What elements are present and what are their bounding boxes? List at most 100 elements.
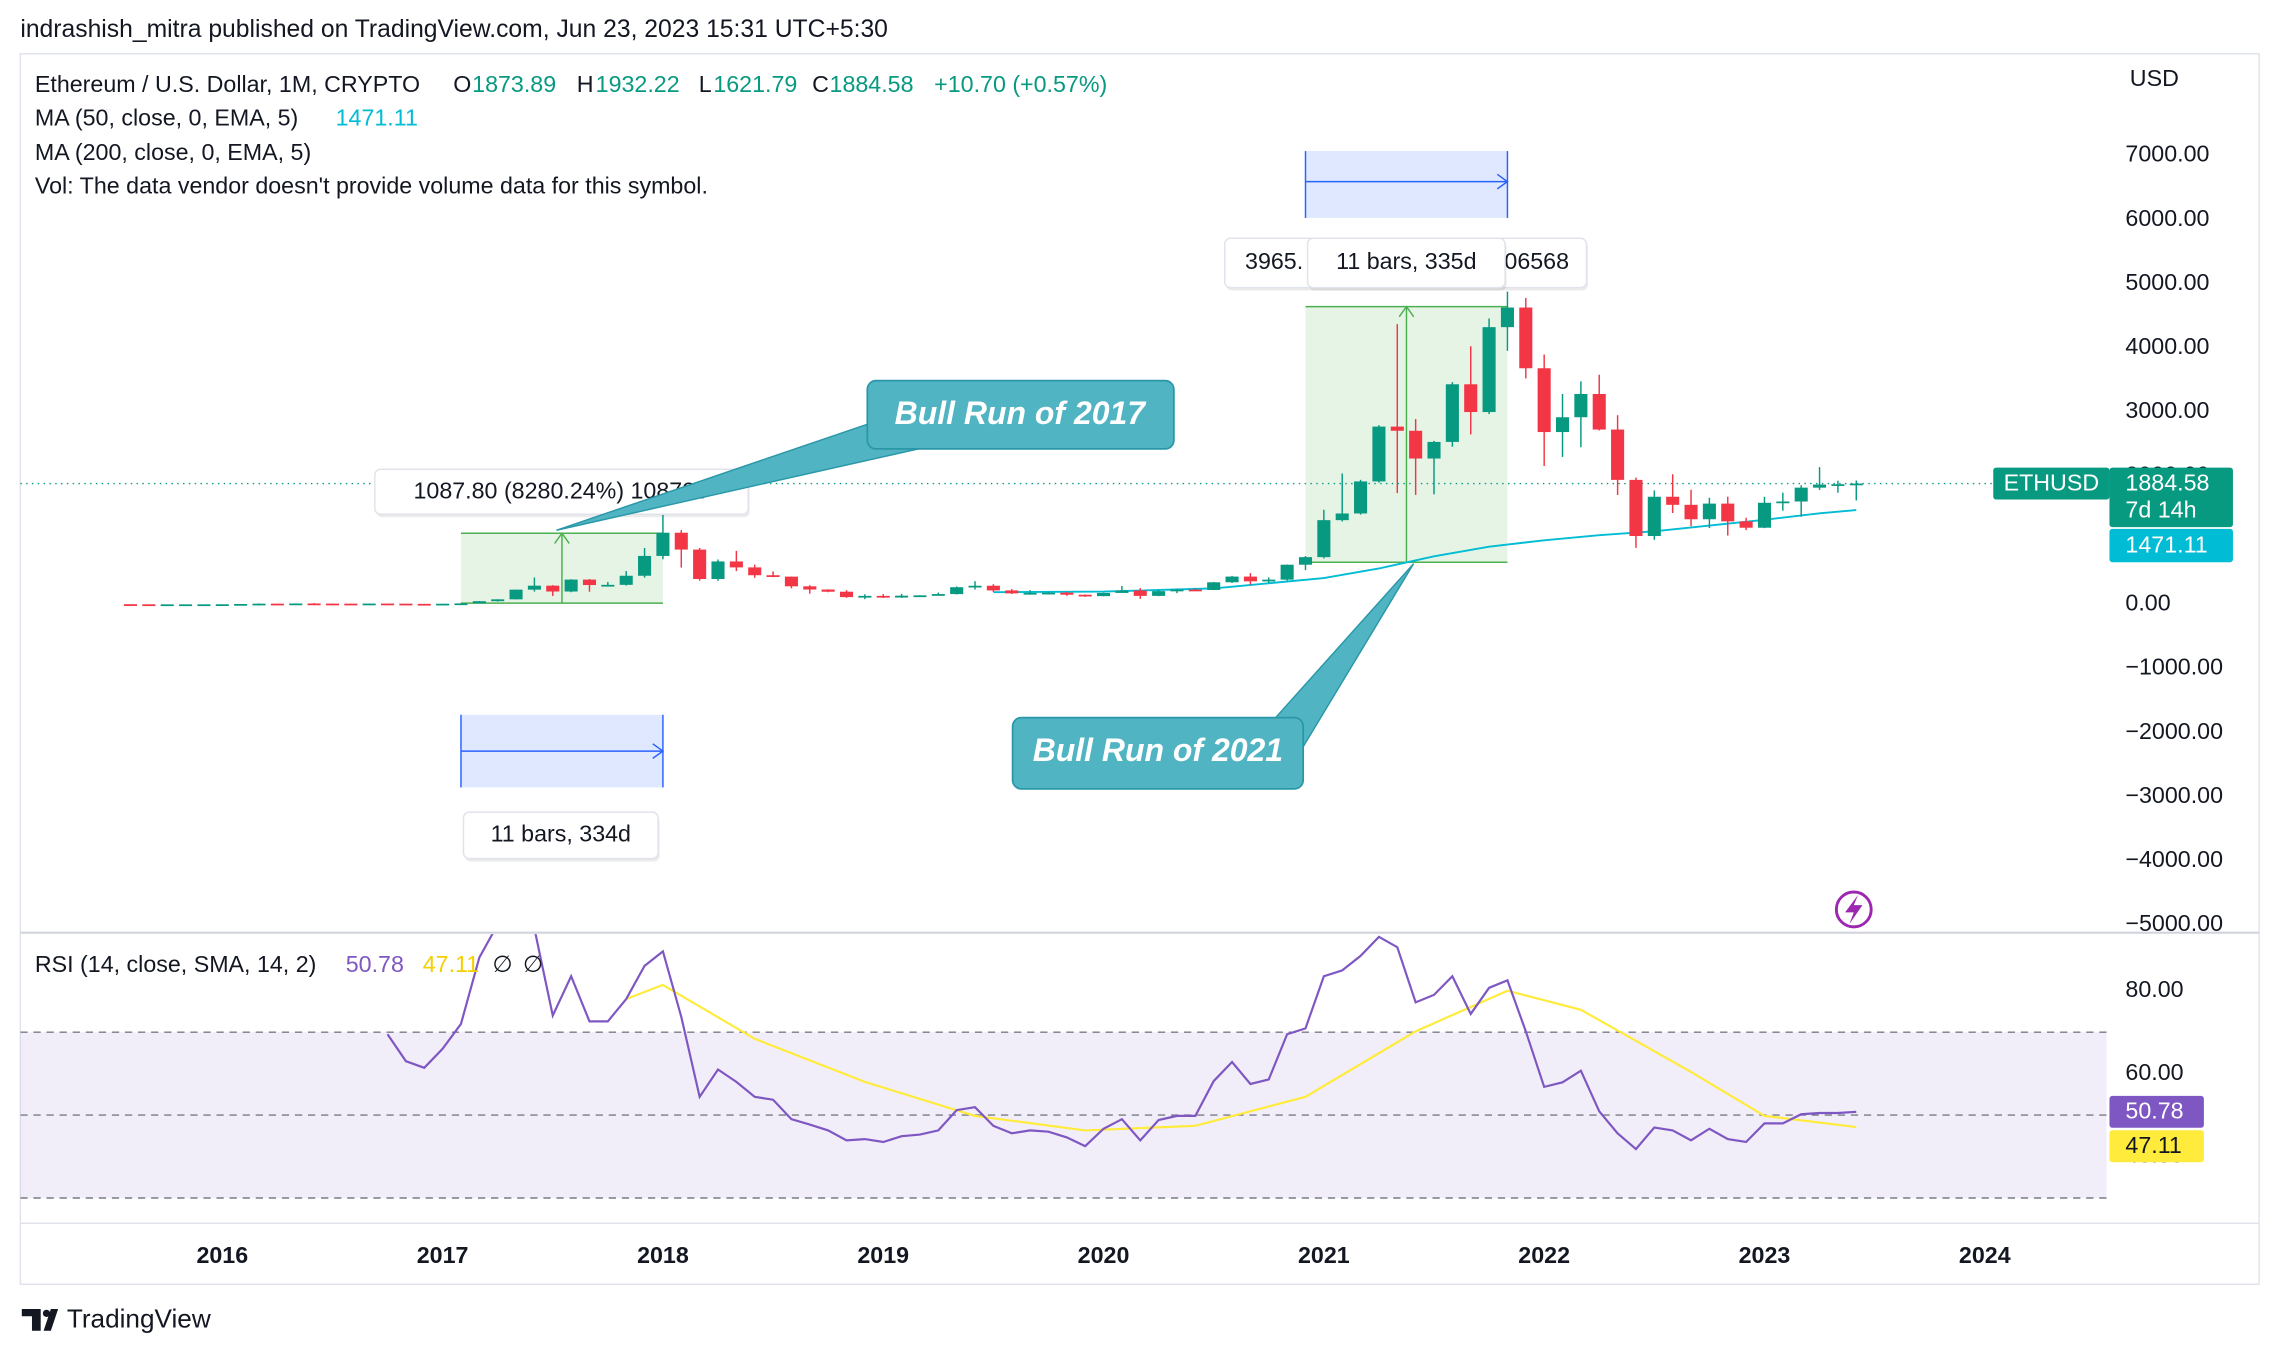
alert-icon[interactable] xyxy=(1834,890,1873,929)
candle-body xyxy=(399,603,413,606)
candle-body xyxy=(1152,591,1166,596)
symbol-badge-text: ETHUSD xyxy=(2004,469,2100,495)
candle-body xyxy=(674,532,688,550)
candle-body xyxy=(1207,582,1221,590)
candle-body xyxy=(895,595,909,598)
candle-body xyxy=(1262,579,1276,582)
candle-body xyxy=(1335,513,1349,521)
callout-text: Bull Run of 2021 xyxy=(1033,732,1283,768)
y-tick-label: 0.00 xyxy=(2125,590,2170,616)
x-tick-label: 2023 xyxy=(1739,1242,1791,1268)
y-tick-label: 3000.00 xyxy=(2125,397,2209,423)
rsi-na: ∅ xyxy=(523,951,543,977)
y-tick-label: −5000.00 xyxy=(2125,910,2223,936)
footer: TradingView xyxy=(21,1303,211,1333)
candle-body xyxy=(1023,592,1037,595)
date-range-box xyxy=(1305,151,1508,218)
candle-body xyxy=(1170,589,1184,592)
symbol-badge xyxy=(1993,467,2110,500)
rsi-sma-line xyxy=(625,983,1857,1132)
price-badge xyxy=(2109,467,2233,528)
candle-body xyxy=(509,589,523,600)
candle-body xyxy=(711,561,725,580)
candle-body xyxy=(1005,590,1019,594)
candle-body xyxy=(289,603,303,606)
candle-body xyxy=(1188,589,1202,592)
candle-body xyxy=(839,591,854,598)
candle-body xyxy=(748,567,762,576)
x-tick-label: 2022 xyxy=(1518,1242,1570,1268)
y-tick-label: 4000.00 xyxy=(2125,333,2209,359)
candle-body xyxy=(1482,327,1496,413)
candle-body xyxy=(1611,429,1625,480)
rsi-sma-badge xyxy=(2109,1130,2204,1163)
candle-body xyxy=(1666,496,1680,505)
candle-body xyxy=(1409,430,1423,459)
x-tick-label: 2020 xyxy=(1078,1242,1130,1268)
candle-body xyxy=(766,575,780,577)
ma50-badge-text: 1471.11 xyxy=(2125,531,2207,557)
candle-body xyxy=(582,579,597,586)
candle-body xyxy=(307,603,321,606)
candle-body xyxy=(931,594,945,596)
candle-body xyxy=(454,603,468,606)
candle-body xyxy=(913,595,927,598)
indicator-value: 1471.11 xyxy=(336,104,418,130)
candle-body xyxy=(197,604,211,607)
indicator-name: MA (50, close, 0, EMA, 5) xyxy=(35,104,298,130)
x-tick-label: 2016 xyxy=(196,1242,248,1268)
date-range-arrowhead xyxy=(1496,173,1509,190)
candle-body xyxy=(1354,481,1368,514)
candle-body xyxy=(1445,384,1459,442)
candle-body xyxy=(1500,307,1514,328)
measure-arrowhead xyxy=(1398,305,1415,318)
candle-body xyxy=(619,575,633,585)
candle-body xyxy=(380,603,395,606)
y-tick-label: 6000.00 xyxy=(2125,205,2209,231)
candle-body xyxy=(1041,592,1056,595)
x-tick-label: 2019 xyxy=(857,1242,909,1268)
axes: 2016 2017 2018 2019 2020 2021 2022 2023 2024 −500… xyxy=(196,141,2233,1268)
date-range-arrowhead xyxy=(652,743,665,759)
candle-body xyxy=(325,603,339,606)
candle-body xyxy=(656,532,670,556)
ma50-badge xyxy=(2109,528,2233,563)
candle-body xyxy=(1280,564,1294,580)
alert-circle[interactable] xyxy=(1834,890,1873,929)
brand-logo-dot xyxy=(42,1309,51,1317)
candle-body xyxy=(1078,594,1092,597)
candle-body xyxy=(1592,393,1606,430)
y-tick-label: −1000.00 xyxy=(2125,654,2223,680)
candle-body xyxy=(1225,576,1239,583)
candle-body xyxy=(638,555,652,576)
candle-body xyxy=(1537,368,1551,433)
rsi-sma-value: 47.11 xyxy=(423,951,479,977)
ohlc-value: 1932.22 xyxy=(596,71,680,97)
ohlc-label: O xyxy=(453,71,471,97)
alert-bolt[interactable] xyxy=(1845,894,1863,924)
measure-label: 3965. xyxy=(1245,248,1303,274)
candle-body xyxy=(1133,590,1147,596)
callout-box xyxy=(866,379,1175,450)
candle-body xyxy=(1776,501,1790,504)
ohlc-value: 1621.79 xyxy=(713,71,797,97)
candle-body xyxy=(1427,441,1441,459)
candle-body xyxy=(729,561,743,568)
change-value: +10.70 (+0.57%) xyxy=(934,71,1107,97)
candle-body xyxy=(491,599,505,602)
candle-body xyxy=(564,579,578,592)
rsi-badge xyxy=(2109,1095,2204,1128)
candle-body xyxy=(362,603,376,606)
date-range-label: 11 bars, 334d xyxy=(491,820,631,846)
measure-label: 06568 xyxy=(1504,248,1569,274)
candle-body xyxy=(876,595,890,598)
candle-body xyxy=(1739,521,1753,528)
candle-body xyxy=(1060,592,1074,595)
y-tick-label: −4000.00 xyxy=(2125,846,2223,872)
candle-body xyxy=(784,576,798,587)
candle-body xyxy=(950,587,964,595)
candle-body xyxy=(1794,487,1808,502)
candle-body xyxy=(527,585,541,590)
candle-body xyxy=(252,603,266,606)
rsi-na: ∅ xyxy=(493,951,513,977)
